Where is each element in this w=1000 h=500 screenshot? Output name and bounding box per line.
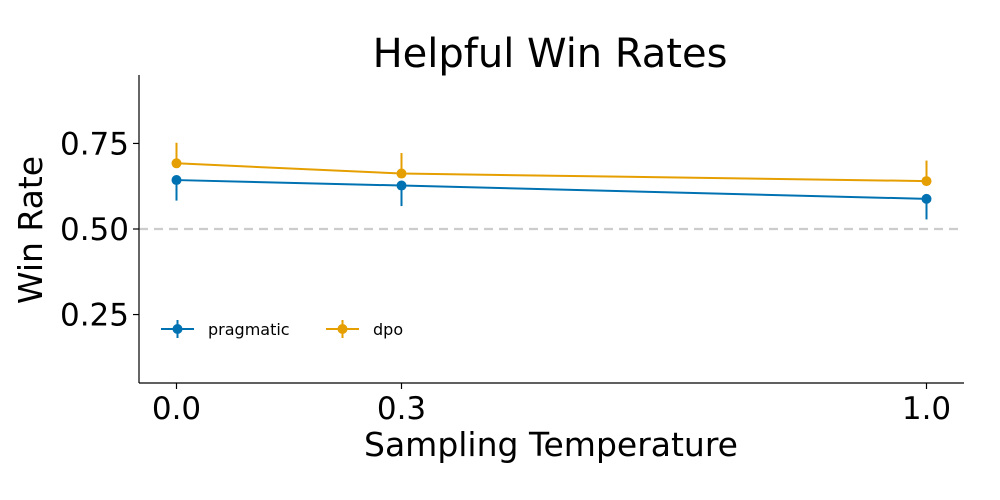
y-axis-label: Win Rate: [11, 156, 50, 304]
legend-label: dpo: [373, 320, 403, 339]
legend-label: pragmatic: [208, 320, 290, 339]
x-axis-label: Sampling Temperature: [364, 425, 738, 464]
legend-marker: [172, 324, 183, 334]
data-point: [396, 180, 407, 191]
chart-title: Helpful Win Rates: [373, 31, 728, 77]
data-point: [171, 175, 182, 186]
x-tick-label: 0.0: [152, 391, 201, 427]
legend-item: dpo: [326, 320, 403, 339]
series-line: [176, 162, 927, 183]
series-pragmatic: [171, 175, 932, 220]
legend: pragmatic dpo: [161, 320, 403, 339]
y-tick-label: 0.25: [60, 298, 129, 334]
y-axis-ticks: 0.25 0.50 0.75: [60, 126, 139, 334]
x-tick-label: 1.0: [902, 391, 951, 427]
legend-marker: [337, 324, 348, 334]
y-tick-label: 0.75: [60, 126, 129, 162]
series-line: [176, 179, 927, 200]
series-dpo: [171, 142, 932, 187]
x-tick-label: 0.3: [377, 391, 426, 427]
plot-area: [139, 142, 964, 231]
y-tick-label: 0.50: [60, 212, 129, 248]
legend-item: pragmatic: [161, 320, 290, 339]
data-point: [396, 168, 407, 179]
data-point: [171, 158, 182, 169]
x-axis-ticks: 0.0 0.3 1.0: [152, 383, 951, 427]
data-point: [921, 193, 932, 204]
data-point: [921, 176, 932, 187]
